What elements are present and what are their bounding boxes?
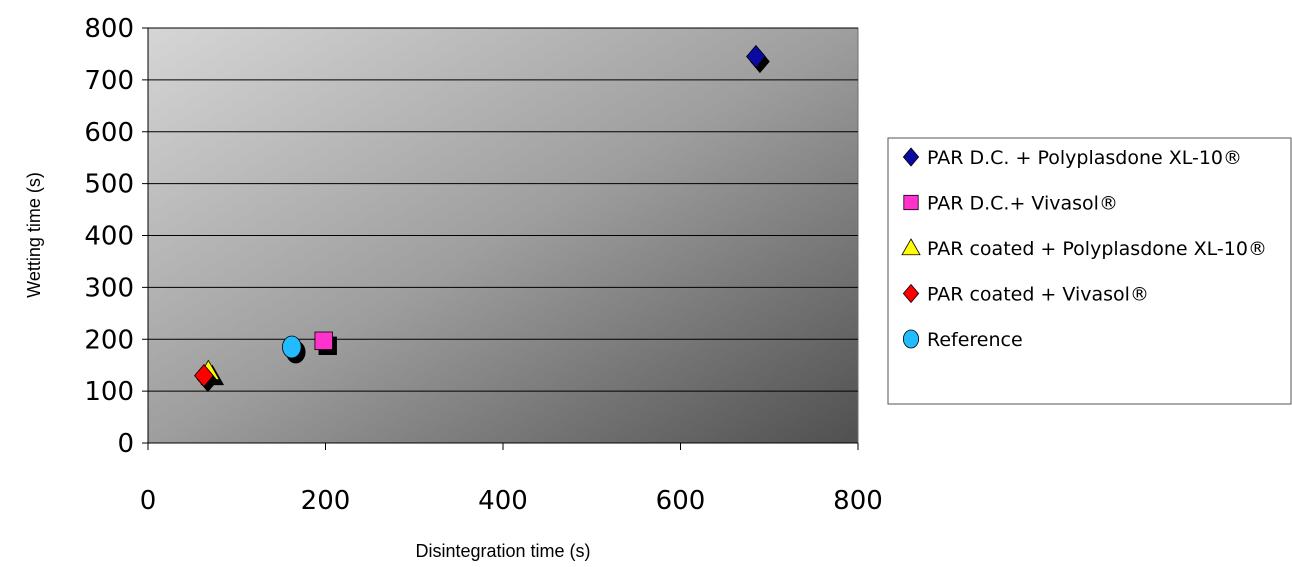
gridlines (148, 27, 858, 392)
x-tick-label: 800 (833, 486, 883, 516)
data-point (314, 331, 333, 351)
legend-marker (902, 283, 920, 304)
x-tick-label: 200 (301, 486, 351, 516)
legend-label: Reference (927, 329, 1023, 351)
data-point (282, 335, 302, 359)
legend-marker (901, 238, 921, 256)
y-tick-label: 700 (84, 66, 134, 96)
legend-marker (902, 147, 920, 167)
y-tick-label: 100 (84, 377, 134, 407)
data-points (194, 44, 770, 393)
legend-label: PAR D.C. + Polyplasdone XL-10® (927, 147, 1242, 169)
data-point (194, 363, 214, 388)
y-tick-label: 400 (84, 222, 134, 252)
y-axis-title: Wetting time (s) (24, 172, 44, 298)
legend: PAR D.C. + Polyplasdone XL-10® PAR D.C.+ … (887, 137, 1292, 405)
legend-box (887, 137, 1292, 405)
y-tick-label: 300 (84, 273, 134, 303)
y-tick-label: 200 (84, 325, 134, 355)
legend-marker (903, 194, 919, 211)
x-axis-ticks: 0 200 400 600 800 (140, 443, 883, 516)
y-tick-label: 0 (117, 429, 134, 459)
legend-marker (902, 329, 920, 349)
x-axis-title: Disintegration time (s) (415, 541, 590, 561)
y-tick-label: 500 (84, 170, 134, 200)
data-point (746, 44, 766, 69)
y-tick-label: 600 (84, 118, 134, 148)
x-tick-label: 600 (656, 486, 706, 516)
y-axis-ticks: 0 100 200 300 400 500 600 700 800 (84, 14, 148, 459)
legend-label: PAR D.C.+ Vivasol® (927, 193, 1118, 215)
legend-label: PAR coated + Polyplasdone XL-10® (927, 238, 1267, 260)
x-tick-label: 0 (140, 486, 157, 516)
legend-label: PAR coated + Vivasol® (927, 284, 1149, 306)
y-tick-label: 800 (84, 14, 134, 44)
x-tick-label: 400 (478, 486, 528, 516)
